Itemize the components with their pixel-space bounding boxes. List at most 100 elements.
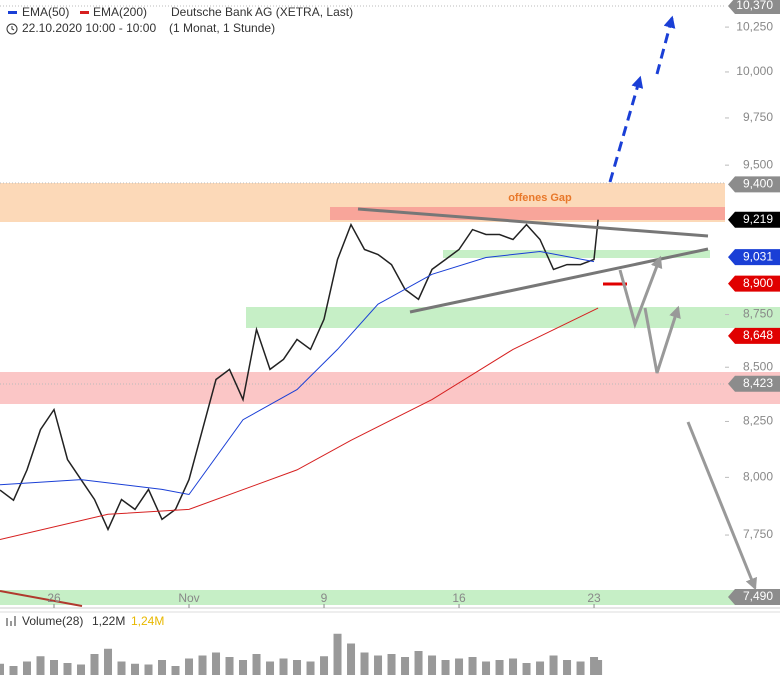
volume-bar — [594, 660, 603, 675]
volume-bar — [522, 663, 531, 675]
volume-bar — [158, 660, 167, 675]
volume-bar — [414, 651, 423, 675]
volume-bar — [549, 655, 558, 675]
annotation: offenes Gap — [508, 192, 572, 204]
volume-bar — [401, 657, 410, 675]
arrow — [655, 15, 676, 75]
x-tick-label: 26 — [47, 591, 61, 605]
volume-bar — [252, 654, 261, 675]
volume-bar — [23, 661, 32, 675]
volume-bar — [0, 663, 4, 675]
y-tick-label: 7,750 — [743, 527, 773, 541]
y-tick-label: 8,500 — [743, 359, 773, 373]
volume-average: 1,24M — [131, 614, 164, 628]
price-label: 7,490 — [743, 589, 773, 603]
price-line — [0, 219, 599, 532]
period: (1 Monat, 1 Stunde) — [169, 21, 275, 35]
volume-bar — [104, 648, 113, 675]
zone — [443, 250, 710, 258]
volume-icon — [10, 621, 12, 626]
volume-bar — [90, 654, 99, 675]
y-tick-label: 10,000 — [736, 64, 773, 78]
price-label-box — [728, 327, 780, 344]
price-label-box — [728, 211, 780, 228]
volume-bar — [468, 657, 477, 675]
legend-entry: EMA(50) — [22, 5, 69, 19]
volume-bar — [171, 666, 180, 675]
price-label: 9,031 — [743, 249, 773, 263]
volume-bar — [495, 660, 504, 675]
volume-bar — [428, 655, 437, 675]
trend-line — [357, 207, 709, 238]
arrow — [686, 421, 757, 591]
volume-bar — [144, 664, 153, 675]
gap-zone — [330, 207, 725, 220]
x-tick-label: 23 — [587, 591, 601, 605]
y-tick-label: 8,250 — [743, 414, 773, 428]
volume-bar — [536, 661, 545, 675]
price-label: 8,900 — [743, 276, 773, 290]
line — [0, 590, 83, 607]
volume-bar — [198, 655, 207, 675]
volume-bar — [482, 661, 491, 675]
volume-bar — [185, 658, 194, 675]
volume-bar — [239, 660, 248, 675]
volume-bar — [293, 660, 302, 675]
y-tick-label: 8,000 — [743, 470, 773, 484]
arrow — [608, 75, 644, 183]
y-tick-label: 10,250 — [736, 19, 773, 33]
volume-bar — [576, 661, 585, 675]
legend-swatch — [8, 11, 17, 14]
y-tick-label: 8,750 — [743, 307, 773, 321]
volume-bar — [279, 658, 288, 675]
volume-bar — [387, 654, 396, 675]
x-tick-label: 16 — [452, 591, 466, 605]
subtitle: 22.10.2020 10:00 - 10:00 — [22, 21, 156, 35]
price-label: 8,423 — [743, 376, 773, 390]
volume-bar — [333, 633, 342, 675]
volume-bar — [212, 652, 221, 675]
volume-bar — [63, 663, 72, 675]
volume-bar — [374, 655, 383, 675]
price-label-box — [728, 0, 780, 14]
volume-icon — [14, 616, 16, 626]
price-label: 9,400 — [743, 177, 773, 191]
volume-bar — [347, 643, 356, 675]
y-tick-label: 9,500 — [743, 157, 773, 171]
plot — [0, 219, 599, 540]
price-label: 8,648 — [743, 328, 773, 342]
price-label-box — [728, 275, 780, 292]
price-label-box — [728, 589, 780, 606]
x-tick-label: 9 — [321, 591, 328, 605]
volume-legend: Volume(28) 1,22M 1,24M — [6, 614, 164, 628]
volume-bar — [131, 663, 140, 675]
price-label: 10,370 — [736, 0, 773, 12]
volume-current: 1,22M — [92, 614, 125, 628]
zone — [0, 372, 780, 404]
volume-bar — [590, 657, 599, 675]
volume-bar — [441, 660, 450, 675]
zones — [0, 5, 780, 609]
x-tick-label: Nov — [178, 591, 199, 605]
volume-bar — [225, 657, 234, 675]
volume-bar — [9, 666, 18, 675]
arrow — [618, 255, 663, 329]
volume-bar — [509, 658, 518, 675]
ema-line — [0, 250, 595, 496]
ema-line — [0, 307, 599, 540]
clock-icon — [11, 26, 15, 31]
chart-title: Deutsche Bank AG (XETRA, Last) — [171, 5, 353, 19]
volume-bar — [36, 656, 45, 675]
zone — [0, 590, 780, 605]
volume-icon — [6, 618, 8, 626]
drawings — [0, 15, 757, 607]
price-label-box — [728, 249, 780, 266]
volume-bar — [455, 658, 464, 675]
legend: EMA(50) EMA(200) Deutsche Bank AG (XETRA… — [6, 5, 353, 35]
arrow — [643, 305, 681, 374]
legend-swatch — [80, 11, 89, 14]
volume-bar — [306, 661, 315, 675]
volume-bar — [266, 661, 275, 675]
volume-bar — [320, 656, 329, 675]
